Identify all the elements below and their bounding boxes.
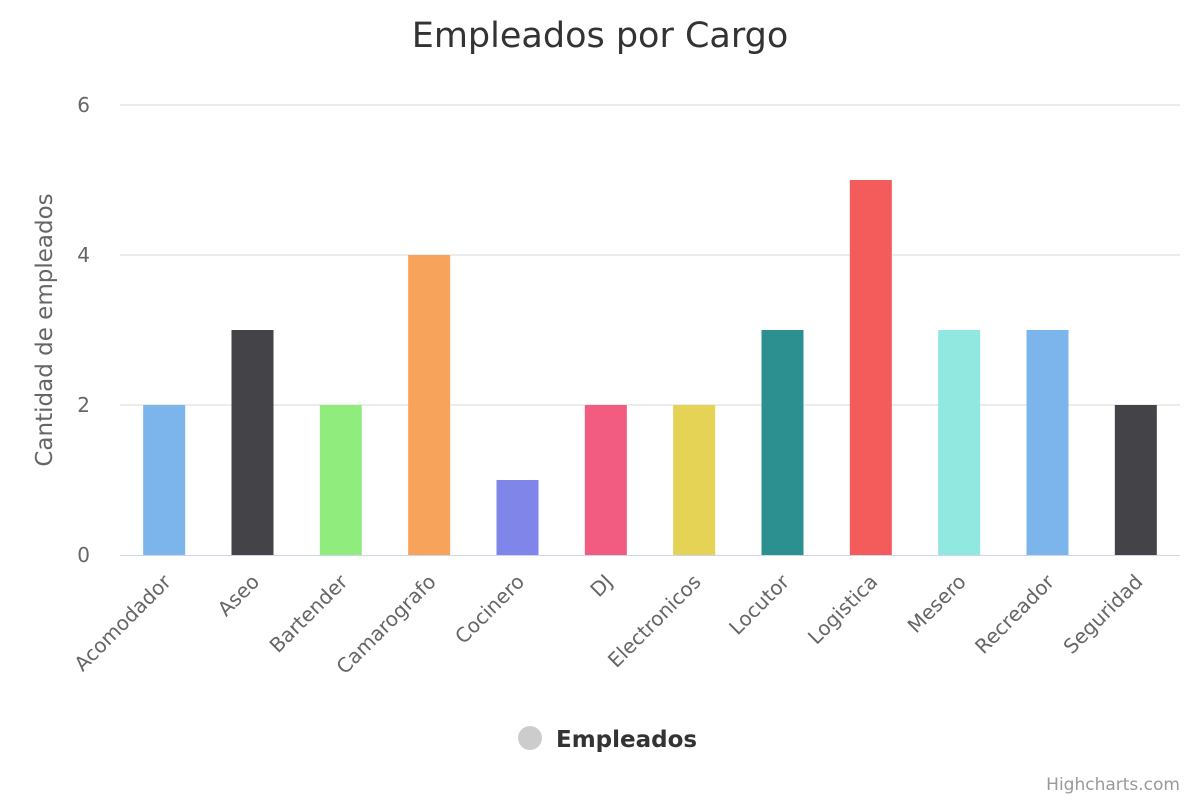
bar-electronicos[interactable]: [673, 405, 715, 555]
bar-camarografo[interactable]: [408, 255, 450, 555]
legend-marker-icon[interactable]: [518, 726, 542, 750]
y-axis-ticks: 0 2 4 6: [77, 93, 90, 567]
bar-acomodador[interactable]: [143, 405, 185, 555]
bar-logistica[interactable]: [850, 180, 892, 555]
credits-link[interactable]: Highcharts.com: [1046, 775, 1180, 795]
y-tick-label: 2: [77, 393, 90, 417]
chart-title: Empleados por Cargo: [412, 16, 789, 56]
bar-dj[interactable]: [585, 405, 627, 555]
legend-label[interactable]: Empleados: [556, 727, 697, 753]
gridlines: [120, 105, 1180, 405]
x-tick-label: Acomodador: [69, 569, 176, 676]
x-tick-label: Aseo: [213, 570, 264, 621]
x-tick-label: Electronicos: [603, 570, 706, 673]
bar-locutor[interactable]: [762, 330, 804, 555]
x-tick-label: Logistica: [803, 570, 882, 649]
x-tick-label: Locutor: [724, 569, 795, 640]
bar-recreador[interactable]: [1027, 330, 1069, 555]
y-axis-label: Cantidad de empleados: [32, 193, 58, 466]
bar-bartender[interactable]: [320, 405, 362, 555]
bar-cocinero[interactable]: [497, 480, 539, 555]
x-tick-label: Recreador: [970, 569, 1060, 659]
bar-seguridad[interactable]: [1115, 405, 1157, 555]
y-tick-label: 6: [77, 93, 90, 117]
bar-mesero[interactable]: [938, 330, 980, 555]
x-tick-label: Cocinero: [450, 570, 529, 649]
x-tick-label: Bartender: [265, 569, 353, 657]
y-tick-label: 0: [77, 543, 90, 567]
y-tick-label: 4: [77, 243, 90, 267]
x-tick-label: Seguridad: [1058, 570, 1147, 659]
legend[interactable]: Empleados: [518, 726, 697, 753]
x-tick-label: Mesero: [903, 570, 971, 638]
bar-aseo[interactable]: [232, 330, 274, 555]
bars: [143, 180, 1157, 555]
x-tick-label: DJ: [585, 570, 617, 602]
